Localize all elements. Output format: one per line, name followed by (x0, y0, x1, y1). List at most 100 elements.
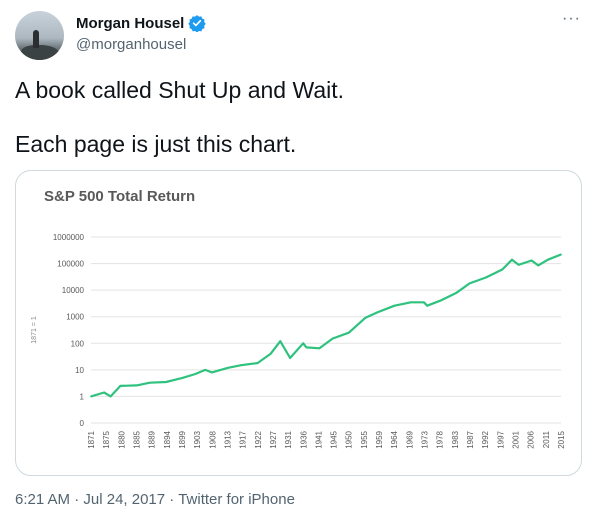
tweet-media-chart[interactable]: S&P 500 Total Return 0 1 10 100 1000 10000 100… (15, 170, 582, 476)
series-point (331, 337, 334, 340)
series-point (511, 258, 513, 261)
series-point (501, 268, 504, 271)
series-point (547, 258, 549, 261)
author-handle[interactable]: @morganhousel (76, 36, 187, 53)
x-tick-label: 1997 (496, 430, 505, 448)
series-point (279, 340, 282, 343)
series-point (181, 376, 184, 379)
y-tick-label: 100000 (57, 260, 84, 269)
series-point (455, 291, 458, 294)
y-tick-label: 1000 (66, 313, 84, 322)
x-tick-label: 1945 (330, 430, 339, 448)
series-point (90, 395, 92, 398)
tweet-line-2: Each page is just this chart. (15, 131, 297, 157)
avatar-rock (21, 45, 59, 60)
x-tick-label: 2015 (557, 430, 566, 448)
y-tick-label: 100 (71, 339, 85, 348)
series-point (210, 371, 213, 374)
x-tick-label: 1885 (132, 430, 141, 448)
series-point (289, 357, 291, 359)
series-point (537, 264, 540, 267)
author-display-name[interactable]: Morgan Housel (76, 14, 185, 32)
meta-separator: · (165, 491, 179, 508)
x-tick-label: 1959 (375, 430, 384, 448)
x-tick-label: 1969 (405, 430, 414, 448)
x-tick-label: 1978 (436, 430, 445, 448)
series-point (165, 381, 167, 383)
x-tick-label: 1899 (178, 430, 187, 448)
series-point (256, 362, 259, 364)
verified-badge-icon (188, 15, 207, 32)
x-tick-label: 1871 (87, 430, 96, 448)
y-tick-label: 0 (80, 419, 85, 428)
y-tick-label: 1 (80, 392, 85, 401)
series-point (517, 263, 520, 266)
tweet-source[interactable]: Twitter for iPhone (178, 491, 295, 508)
series-point (468, 282, 471, 285)
x-tick-label: 1927 (269, 430, 278, 448)
series-point (409, 301, 412, 304)
x-tick-label: 1880 (117, 430, 126, 448)
x-tick-label: 1964 (390, 430, 399, 448)
series-point (227, 366, 229, 369)
y-tick-label: 1000000 (53, 233, 85, 242)
tweet-line-1: A book called Shut Up and Wait. (15, 77, 345, 103)
x-tick-label: 1894 (163, 430, 172, 448)
series-point (302, 342, 305, 345)
series-point (530, 259, 533, 262)
series-point (119, 384, 122, 387)
x-tick-label: 2001 (512, 430, 521, 448)
x-tick-label: 1917 (239, 430, 248, 448)
x-tick-label: 1875 (102, 430, 111, 448)
series-point (377, 311, 380, 313)
y-tick-label: 10 (75, 366, 84, 375)
x-tick-label: 1955 (360, 430, 369, 448)
avatar-figure (33, 30, 39, 48)
x-tick-label: 1992 (481, 430, 490, 448)
series-point (148, 381, 151, 384)
series-point (393, 304, 396, 307)
series-point (426, 304, 429, 307)
series-point (194, 373, 197, 375)
x-tick-label: 1936 (299, 430, 308, 448)
series-point (204, 368, 207, 371)
tweet-meta: 6:21 AM · Jul 24, 2017 · Twitter for iPh… (15, 491, 295, 508)
tweet-time[interactable]: 6:21 AM (15, 491, 71, 508)
series-point (305, 346, 308, 349)
series-point (103, 391, 105, 394)
x-tick-label: 1973 (421, 430, 430, 448)
series-point (439, 299, 442, 302)
tweet-date[interactable]: Jul 24, 2017 (83, 491, 166, 508)
series-point (269, 352, 272, 355)
y-tick-label: 10000 (62, 286, 85, 295)
series-point (135, 384, 138, 387)
chart-title: S&P 500 Total Return (44, 188, 196, 205)
series-point (347, 331, 350, 334)
x-tick-label: 1983 (451, 430, 460, 448)
x-tick-label: 2011 (542, 430, 551, 448)
x-tick-label: 1889 (148, 430, 157, 448)
series-point (560, 253, 562, 256)
series-point (423, 301, 425, 304)
more-options-icon[interactable]: ··· (562, 10, 581, 27)
chart-svg: 0 1 10 100 1000 10000 100000 1000000 1871 = 1 187… (31, 233, 566, 449)
series-point (318, 347, 321, 350)
x-tick-label: 1950 (345, 430, 354, 448)
x-tick-label: 2006 (527, 430, 536, 448)
series-point (109, 395, 112, 398)
author-name-row: Morgan Housel (76, 14, 207, 32)
meta-separator: · (70, 491, 84, 508)
tweet-text: A book called Shut Up and Wait. Each pag… (15, 76, 575, 184)
x-tick-label: 1987 (466, 430, 475, 448)
avatar[interactable] (15, 11, 64, 60)
x-tick-label: 1922 (254, 430, 263, 448)
x-tick-label: 1913 (223, 430, 232, 448)
x-tick-label: 1941 (314, 430, 323, 448)
series-line (90, 253, 562, 398)
x-tick-label: 1908 (208, 430, 217, 448)
series-point (364, 317, 367, 319)
y-axis-label: 1871 = 1 (31, 316, 38, 344)
series-point (240, 364, 243, 367)
x-tick-label: 1931 (284, 430, 293, 448)
series-point (485, 276, 487, 279)
